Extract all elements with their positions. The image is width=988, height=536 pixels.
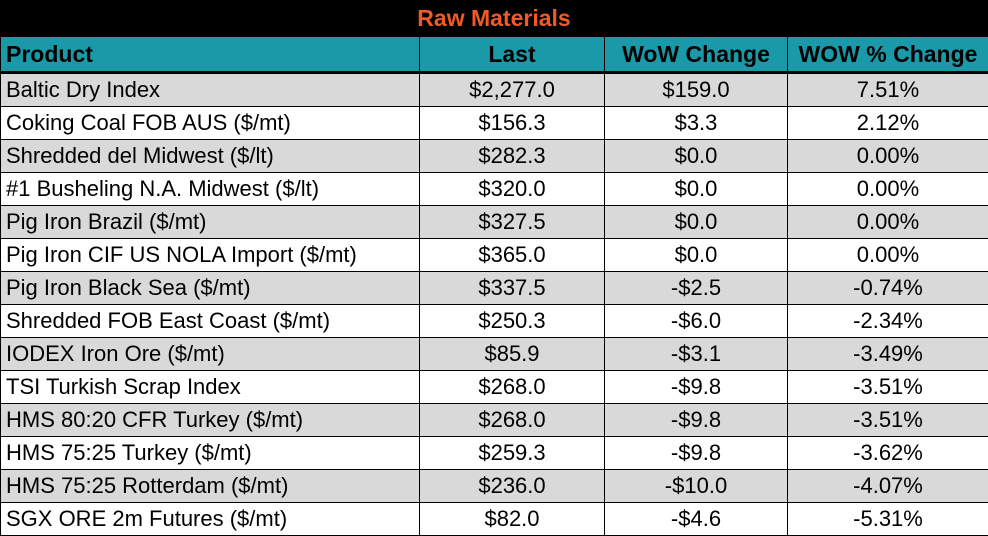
product-cell: HMS 80:20 CFR Turkey ($/mt)	[1, 404, 420, 437]
product-cell: Coking Coal FOB AUS ($/mt)	[1, 107, 420, 140]
last-cell: $268.0	[420, 371, 605, 404]
product-cell: Pig Iron Brazil ($/mt)	[1, 206, 420, 239]
header-row: Product Last WoW Change WOW % Change	[1, 37, 988, 73]
last-cell: $85.9	[420, 338, 605, 371]
product-cell: HMS 75:25 Rotterdam ($/mt)	[1, 470, 420, 503]
column-header-last: Last	[420, 37, 605, 73]
last-cell: $250.3	[420, 305, 605, 338]
wow-change-cell: -$9.8	[605, 371, 788, 404]
product-cell: Pig Iron CIF US NOLA Import ($/mt)	[1, 239, 420, 272]
table-row: SGX ORE 2m Futures ($/mt)$82.0-$4.6-5.31…	[1, 503, 988, 536]
wow-pct-change-cell: 0.00%	[788, 239, 988, 272]
last-cell: $268.0	[420, 404, 605, 437]
product-cell: Baltic Dry Index	[1, 73, 420, 107]
last-cell: $236.0	[420, 470, 605, 503]
product-cell: Shredded del Midwest ($/lt)	[1, 140, 420, 173]
table-row: HMS 75:25 Turkey ($/mt)$259.3-$9.8-3.62%	[1, 437, 988, 470]
wow-pct-change-cell: -3.49%	[788, 338, 988, 371]
table-row: Pig Iron Black Sea ($/mt)$337.5-$2.5-0.7…	[1, 272, 988, 305]
wow-pct-change-cell: -4.07%	[788, 470, 988, 503]
wow-pct-change-cell: -3.51%	[788, 404, 988, 437]
last-cell: $2,277.0	[420, 73, 605, 107]
product-cell: #1 Busheling N.A. Midwest ($/lt)	[1, 173, 420, 206]
wow-change-cell: -$10.0	[605, 470, 788, 503]
product-cell: SGX ORE 2m Futures ($/mt)	[1, 503, 420, 536]
wow-pct-change-cell: -0.74%	[788, 272, 988, 305]
table-title: Raw Materials	[417, 5, 570, 32]
table-row: HMS 75:25 Rotterdam ($/mt)$236.0-$10.0-4…	[1, 470, 988, 503]
column-header-product: Product	[1, 37, 420, 73]
wow-change-cell: -$3.1	[605, 338, 788, 371]
product-cell: Shredded FOB East Coast ($/mt)	[1, 305, 420, 338]
table-row: #1 Busheling N.A. Midwest ($/lt)$320.0$0…	[1, 173, 988, 206]
table-title-bar: Raw Materials	[0, 0, 988, 36]
wow-pct-change-cell: 0.00%	[788, 140, 988, 173]
wow-change-cell: $3.3	[605, 107, 788, 140]
table-row: Pig Iron CIF US NOLA Import ($/mt)$365.0…	[1, 239, 988, 272]
table-row: TSI Turkish Scrap Index$268.0-$9.8-3.51%	[1, 371, 988, 404]
wow-change-cell: $0.0	[605, 140, 788, 173]
raw-materials-table: Product Last WoW Change WOW % Change Bal…	[0, 36, 988, 536]
last-cell: $320.0	[420, 173, 605, 206]
wow-pct-change-cell: -2.34%	[788, 305, 988, 338]
wow-change-cell: $0.0	[605, 239, 788, 272]
table-row: Shredded FOB East Coast ($/mt)$250.3-$6.…	[1, 305, 988, 338]
last-cell: $259.3	[420, 437, 605, 470]
table-row: IODEX Iron Ore ($/mt)$85.9-$3.1-3.49%	[1, 338, 988, 371]
wow-change-cell: $159.0	[605, 73, 788, 107]
wow-change-cell: $0.0	[605, 206, 788, 239]
wow-change-cell: $0.0	[605, 173, 788, 206]
last-cell: $82.0	[420, 503, 605, 536]
column-header-wow-pct-change: WOW % Change	[788, 37, 988, 73]
last-cell: $156.3	[420, 107, 605, 140]
product-cell: IODEX Iron Ore ($/mt)	[1, 338, 420, 371]
wow-change-cell: -$2.5	[605, 272, 788, 305]
wow-pct-change-cell: -5.31%	[788, 503, 988, 536]
wow-change-cell: -$6.0	[605, 305, 788, 338]
last-cell: $337.5	[420, 272, 605, 305]
table-header: Product Last WoW Change WOW % Change	[1, 37, 988, 73]
product-cell: TSI Turkish Scrap Index	[1, 371, 420, 404]
last-cell: $365.0	[420, 239, 605, 272]
product-cell: Pig Iron Black Sea ($/mt)	[1, 272, 420, 305]
column-header-wow-change: WoW Change	[605, 37, 788, 73]
wow-change-cell: -$9.8	[605, 404, 788, 437]
wow-pct-change-cell: 0.00%	[788, 206, 988, 239]
wow-pct-change-cell: 7.51%	[788, 73, 988, 107]
wow-change-cell: -$4.6	[605, 503, 788, 536]
product-cell: HMS 75:25 Turkey ($/mt)	[1, 437, 420, 470]
last-cell: $327.5	[420, 206, 605, 239]
wow-pct-change-cell: -3.62%	[788, 437, 988, 470]
table-row: HMS 80:20 CFR Turkey ($/mt)$268.0-$9.8-3…	[1, 404, 988, 437]
wow-pct-change-cell: -3.51%	[788, 371, 988, 404]
wow-change-cell: -$9.8	[605, 437, 788, 470]
last-cell: $282.3	[420, 140, 605, 173]
wow-pct-change-cell: 0.00%	[788, 173, 988, 206]
wow-pct-change-cell: 2.12%	[788, 107, 988, 140]
